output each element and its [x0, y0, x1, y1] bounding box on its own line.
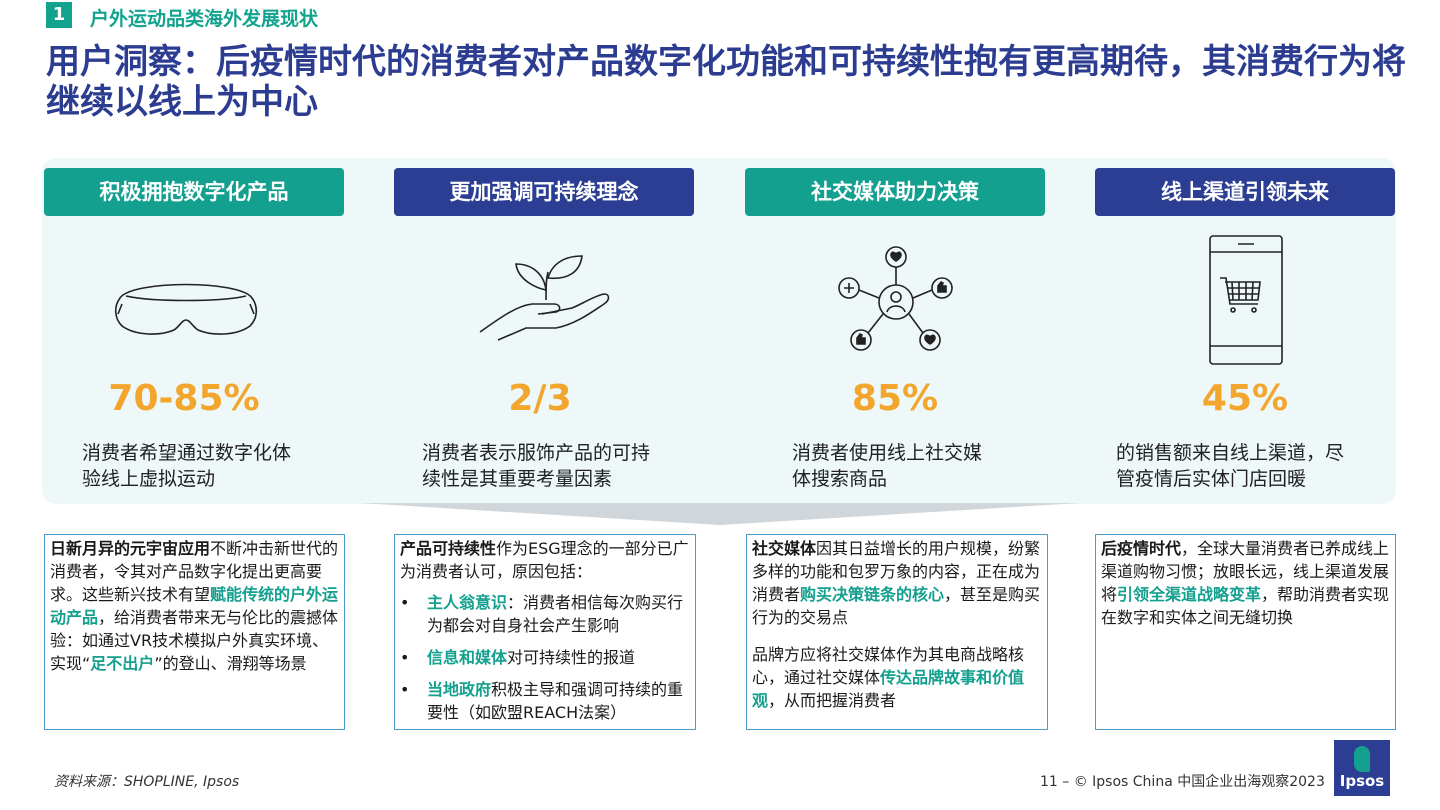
source-note: 资料来源：SHOPLINE, Ipsos	[54, 774, 240, 790]
desc-social: 消费者使用线上社交媒 体搜索商品	[792, 440, 982, 492]
detail-lead: 后疫情时代	[1101, 539, 1182, 558]
detail-highlight: 赋能传统的户外运动产品	[50, 585, 339, 627]
desc-sustainability: 消费者表示服饰产品的可持 续性是其重要考量因素	[422, 440, 650, 492]
ipsos-logo: Ipsos	[1334, 740, 1390, 796]
list-item: • 主人翁意识：消费者相信每次购买行为都会对自身社会产生影响	[400, 591, 691, 637]
desc-line: 的销售额来自线上渠道，尽	[1116, 442, 1345, 464]
detail-text: ，给消费者带来无与伦比的震撼体验：如通过VR技术模拟户外真实环境、实现“	[50, 608, 339, 673]
detail-text: 因其日益增长的用户规模，纷繁多样的功能和包罗万象的内容，正在成为消费者	[752, 539, 1041, 604]
detail-highlight: 购买决策链条的核心	[800, 585, 945, 604]
logo-text: Ipsos	[1339, 772, 1385, 790]
detail-highlight: 传达品牌故事和价值观	[752, 668, 1025, 710]
bullet-icon: •	[400, 648, 410, 667]
stat-digital: 70-85%	[108, 378, 260, 419]
page-footer: 11 – © Ipsos China 中国企业出海观察2023	[1040, 774, 1325, 790]
reasons-list: • 主人翁意识：消费者相信每次购买行为都会对自身社会产生影响 • 信息和媒体对可持续…	[400, 591, 691, 724]
stat-sustainability: 2/3	[508, 378, 572, 419]
detail-highlight: 引领全渠道战略变革	[1117, 585, 1262, 604]
section-number: 1	[46, 2, 72, 28]
section-title: 户外运动品类海外发展现状	[90, 8, 319, 30]
detail-text: ，帮助消费者实现在数字和实体之间无缝切换	[1101, 585, 1390, 627]
detail-text: 作为ESG理念的一部分已广为消费者认可，原因包括：	[400, 539, 689, 581]
logo-mark-icon	[1354, 746, 1370, 772]
mobile-shopping-cart-icon	[1208, 234, 1284, 370]
card-title-social: 社交媒体助力决策	[745, 168, 1045, 216]
detail-lead: 社交媒体	[752, 539, 817, 558]
detail-highlight: 当地政府	[427, 680, 492, 699]
detail-box-sustainability: 产品可持续性作为ESG理念的一部分已广为消费者认可，原因包括： • 主人翁意识：消…	[394, 534, 696, 730]
detail-lead: 产品可持续性	[400, 539, 497, 558]
card-title-sustainability: 更加强调可持续理念	[394, 168, 694, 216]
detail-text: ：消费者相信每次购买行为都会对自身社会产生影响	[427, 593, 684, 635]
detail-box-online: 后疫情时代，全球大量消费者已养成线上渠道购物习惯；放眼长远，线上渠道发展将引领全…	[1095, 534, 1396, 730]
detail-text: ”的登山、滑翔等场景	[154, 654, 307, 673]
detail-text: 不断冲击新世代的消费者，令其对产品数字化提出更高要求。这些新兴技术有望	[50, 539, 339, 604]
desc-digital: 消费者希望通过数字化体 验线上虚拟运动	[82, 440, 291, 492]
detail-paragraph: 社交媒体因其日益增长的用户规模，纷繁多样的功能和包罗万象的内容，正在成为消费者购…	[752, 537, 1044, 629]
vr-goggles-icon	[112, 270, 260, 354]
detail-highlight: 足不出户	[90, 654, 155, 673]
stat-online: 45%	[1201, 378, 1289, 419]
detail-lead: 日新月异的元宇宙应用	[50, 539, 211, 558]
detail-highlight: 信息和媒体	[427, 648, 508, 667]
detail-box-digital: 日新月异的元宇宙应用不断冲击新世代的消费者，令其对产品数字化提出更高要求。这些新…	[44, 534, 345, 730]
detail-text: ，甚至是购买行为的交易点	[752, 585, 1041, 627]
detail-text: 对可持续性的报道	[507, 648, 636, 667]
social-network-icon	[834, 242, 958, 360]
list-item: • 当地政府积极主导和强调可持续的重要性（如欧盟REACH法案）	[400, 678, 691, 724]
stat-social: 85%	[851, 378, 939, 419]
detail-box-social: 社交媒体因其日益增长的用户规模，纷繁多样的功能和包罗万象的内容，正在成为消费者购…	[746, 534, 1048, 730]
detail-highlight: 主人翁意识	[427, 593, 508, 612]
detail-text: 积极主导和强调可持续的重要性（如欧盟REACH法案）	[427, 680, 684, 722]
desc-line: 消费者希望通过数字化体	[82, 442, 292, 464]
desc-online: 的销售额来自线上渠道，尽 管疫情后实体门店回暖	[1116, 440, 1344, 492]
card-title-online: 线上渠道引领未来	[1095, 168, 1395, 216]
desc-line: 管疫情后实体门店回暖	[1116, 468, 1307, 490]
detail-text: ，全球大量消费者已养成线上渠道购物习惯；放眼长远，线上渠道发展将	[1101, 539, 1390, 604]
list-item: • 信息和媒体对可持续性的报道	[400, 646, 691, 669]
detail-text: ，从而把握消费者	[768, 691, 897, 710]
detail-paragraph: 品牌方应将社交媒体作为其电商战略核心，通过社交媒体传达品牌故事和价值观，从而把握…	[752, 643, 1044, 712]
desc-line: 消费者使用线上社交媒	[792, 442, 983, 464]
desc-line: 体搜索商品	[792, 468, 888, 490]
desc-line: 验线上虚拟运动	[82, 468, 216, 490]
bullet-icon: •	[400, 593, 410, 612]
bullet-icon: •	[400, 680, 410, 699]
desc-line: 消费者表示服饰产品的可持	[422, 442, 651, 464]
page-headline: 用户洞察：后疫情时代的消费者对产品数字化功能和可持续性抱有更高期待，其消费行为将…	[46, 42, 1406, 122]
desc-line: 续性是其重要考量因素	[422, 468, 613, 490]
detail-text: 品牌方应将社交媒体作为其电商战略核心，通过社交媒体	[752, 645, 1025, 687]
panel-pointer	[360, 503, 1080, 525]
hand-sprout-icon	[476, 252, 616, 346]
card-title-digital: 积极拥抱数字化产品	[44, 168, 344, 216]
